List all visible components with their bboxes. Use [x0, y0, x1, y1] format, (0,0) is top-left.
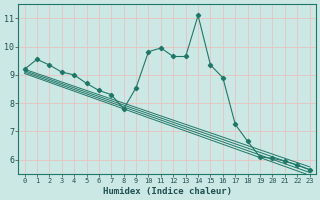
X-axis label: Humidex (Indice chaleur): Humidex (Indice chaleur) [103, 187, 232, 196]
